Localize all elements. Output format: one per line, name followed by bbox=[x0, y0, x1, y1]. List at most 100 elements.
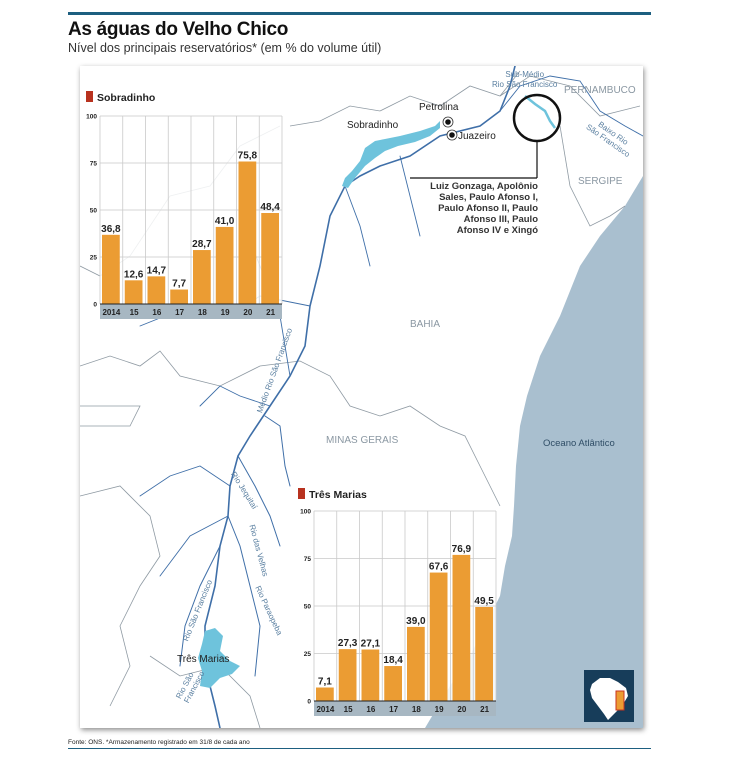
label-plants: Luiz Gonzaga, Apolônio Sales, Paulo Afon… bbox=[410, 181, 538, 236]
plants-highlight-circle bbox=[512, 93, 562, 143]
chart-title-sobradinho: Sobradinho bbox=[86, 91, 155, 104]
legend-swatch bbox=[298, 488, 305, 499]
x-tick-label: 2014 bbox=[102, 308, 120, 317]
map bbox=[80, 66, 643, 728]
petrolina-marker bbox=[442, 116, 454, 128]
data-label: 39,0 bbox=[406, 616, 426, 627]
map-frame: Sub-Médio Rio São Francisco PERNAMBUCO Pe… bbox=[80, 66, 643, 728]
brazil-locator-icon bbox=[584, 670, 634, 722]
chart-title-tres-marias: Três Marias bbox=[298, 488, 367, 501]
x-tick-label: 17 bbox=[175, 308, 184, 317]
bar bbox=[102, 234, 120, 304]
data-label: 41,0 bbox=[215, 216, 235, 227]
data-label: 14,7 bbox=[147, 265, 167, 276]
data-label: 7,1 bbox=[318, 677, 332, 688]
y-tick-label: 100 bbox=[86, 114, 97, 121]
x-tick-label: 17 bbox=[389, 705, 398, 714]
bar bbox=[338, 649, 357, 701]
juazeiro-marker bbox=[446, 129, 458, 141]
label-line: Luiz Gonzaga, Apolônio bbox=[430, 181, 538, 192]
data-label: 49,5 bbox=[474, 596, 494, 607]
bar bbox=[316, 687, 334, 701]
x-tick-label: 2014 bbox=[316, 705, 334, 714]
sobradinho-chart: 0 25 50 75 100 36,8 2014 12,6 15 14,7 16 7,7 17 28,7 1… bbox=[86, 114, 283, 319]
bar bbox=[170, 289, 188, 304]
x-tick-label: 18 bbox=[198, 308, 207, 317]
y-tick-label: 0 bbox=[307, 699, 311, 706]
tres-marias-chart: 0 25 50 75 100 7,1 2014 27,3 15 27,1 16 18,4 17 39,0 1… bbox=[300, 509, 497, 716]
x-axis-band bbox=[100, 304, 282, 319]
ocean bbox=[425, 176, 643, 728]
label-tres-marias-city: Três Marias bbox=[177, 654, 230, 665]
x-tick-label: 21 bbox=[480, 705, 489, 714]
legend-swatch bbox=[86, 91, 93, 102]
data-label: 75,8 bbox=[238, 150, 258, 161]
x-tick-label: 15 bbox=[344, 705, 353, 714]
label-sobradinho-city: Sobradinho bbox=[347, 120, 399, 131]
data-label: 12,6 bbox=[124, 269, 144, 280]
label-pernambuco: PERNAMBUCO bbox=[564, 85, 636, 96]
x-tick-label: 16 bbox=[366, 705, 375, 714]
label-juazeiro: Juazeiro bbox=[458, 131, 496, 142]
page-subtitle: Nível dos principais reservatórios* (em … bbox=[68, 41, 382, 55]
y-tick-label: 0 bbox=[93, 302, 97, 309]
data-label: 27,3 bbox=[338, 638, 358, 649]
x-tick-label: 15 bbox=[130, 308, 139, 317]
bar bbox=[215, 226, 234, 304]
tres-marias-reservoir bbox=[198, 628, 240, 688]
x-tick-label: 18 bbox=[412, 705, 421, 714]
data-label: 67,6 bbox=[429, 562, 449, 573]
label-bahia: BAHIA bbox=[410, 319, 441, 330]
y-tick-label: 75 bbox=[90, 161, 98, 168]
label-line: Afonso IV e Xingó bbox=[456, 225, 538, 236]
label-line: Afonso III, Paulo bbox=[463, 214, 538, 225]
label-oceano: Oceano Atlântico bbox=[543, 438, 615, 449]
x-tick-label: 19 bbox=[435, 705, 444, 714]
data-label: 28,7 bbox=[192, 239, 212, 250]
bar bbox=[452, 554, 471, 701]
bar bbox=[384, 666, 402, 701]
page-title: As águas do Velho Chico bbox=[68, 19, 289, 40]
label-line: Paulo Afonso II, Paulo bbox=[438, 203, 538, 214]
label-line: Sales, Paulo Afonso I, bbox=[439, 192, 538, 203]
label-minas-gerais: MINAS GERAIS bbox=[326, 435, 399, 446]
bar bbox=[238, 161, 257, 304]
sobradinho-reservoir bbox=[342, 121, 440, 188]
y-tick-label: 25 bbox=[90, 255, 98, 262]
x-axis-band bbox=[314, 701, 496, 716]
bar bbox=[407, 626, 425, 701]
x-tick-label: 16 bbox=[152, 308, 161, 317]
y-tick-label: 25 bbox=[304, 651, 312, 658]
x-tick-label: 19 bbox=[221, 308, 230, 317]
data-label: 76,9 bbox=[452, 544, 472, 555]
data-label: 27,1 bbox=[361, 639, 381, 650]
bar bbox=[261, 213, 279, 304]
bottom-rule bbox=[68, 748, 651, 749]
y-tick-label: 100 bbox=[300, 509, 311, 516]
data-label: 18,4 bbox=[383, 655, 403, 666]
bar bbox=[147, 276, 166, 304]
data-label: 7,7 bbox=[172, 279, 186, 290]
chart-title-text: Sobradinho bbox=[97, 92, 156, 104]
x-tick-label: 21 bbox=[266, 308, 275, 317]
paulo-afonso-reservoirs bbox=[524, 95, 557, 129]
x-tick-label: 20 bbox=[457, 705, 466, 714]
label-line: Rio São Francisco bbox=[492, 80, 558, 89]
label-line: Sub-Médio bbox=[505, 70, 545, 79]
data-label: 36,8 bbox=[101, 224, 121, 235]
source-note: Fonte: ONS. *Armazenamento registrado em… bbox=[68, 739, 250, 746]
y-tick-label: 50 bbox=[304, 604, 312, 611]
label-sergipe: SERGIPE bbox=[578, 176, 623, 187]
y-tick-label: 50 bbox=[90, 208, 98, 215]
bar bbox=[429, 572, 448, 701]
label-petrolina: Petrolina bbox=[419, 102, 459, 113]
bar bbox=[475, 606, 493, 701]
data-label: 48,4 bbox=[260, 202, 280, 213]
bar bbox=[193, 250, 211, 304]
bar bbox=[124, 280, 143, 304]
label-sub-medio: Sub-Médio Rio São Francisco bbox=[492, 70, 557, 90]
y-tick-label: 75 bbox=[304, 556, 312, 563]
bar bbox=[361, 649, 380, 701]
top-rule bbox=[68, 12, 651, 15]
plants-callout-line bbox=[410, 141, 538, 179]
